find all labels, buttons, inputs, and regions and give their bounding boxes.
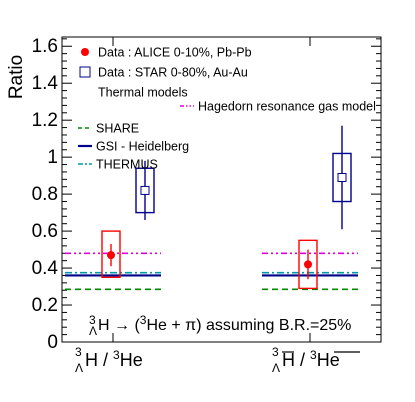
data-point xyxy=(304,260,312,269)
y-tick-label: 0.2 xyxy=(32,295,58,316)
y-tick-label: 1.6 xyxy=(32,36,58,57)
legend-label: GSI - Heidelberg xyxy=(96,140,189,154)
y-tick-label: 1.2 xyxy=(32,110,58,131)
x-category-pre-sub: Λ xyxy=(75,361,83,375)
systematic-box xyxy=(101,230,121,279)
annotation: 3 ΛH → (3He + π) assuming B.R.=25% xyxy=(89,313,351,338)
legend-models-title: Thermal models xyxy=(98,86,188,100)
data-point xyxy=(107,251,115,260)
y-tick-label: 0.4 xyxy=(32,258,59,279)
data-point xyxy=(337,172,347,182)
x-category-pre-sub: Λ xyxy=(272,361,280,375)
y-tick-label: 1 xyxy=(47,147,58,168)
legend-marker xyxy=(79,66,91,78)
y-tick-label: 1.4 xyxy=(32,73,59,94)
legend-label: Data : ALICE 0-10%, Pb-Pb xyxy=(98,46,252,60)
x-category-base: H / 3He xyxy=(85,348,143,370)
y-axis-label: Ratio xyxy=(6,55,27,99)
y-tick-label: 0.8 xyxy=(32,184,58,205)
legend-label: Hagedorn resonance gas model xyxy=(198,100,376,114)
x-category-label: 3 Λ H / 3He xyxy=(272,345,360,375)
legend-label: Data : STAR 0-80%, Au-Au xyxy=(98,66,248,80)
legend-marker xyxy=(81,48,89,56)
legend-label: SHARE xyxy=(96,122,139,136)
x-category-pre-sup: 3 xyxy=(75,345,82,359)
x-category-label: 3 Λ H / 3He xyxy=(75,345,143,375)
x-category-base: H / 3He xyxy=(282,348,340,370)
y-tick-label: 0 xyxy=(47,332,58,353)
legend-label: THERMUS xyxy=(96,158,158,172)
y-tick-label: 0.6 xyxy=(32,221,58,242)
plot-frame xyxy=(61,36,382,343)
data-point xyxy=(140,185,150,195)
x-category-pre-sup: 3 xyxy=(272,345,279,359)
systematic-box xyxy=(298,239,318,290)
